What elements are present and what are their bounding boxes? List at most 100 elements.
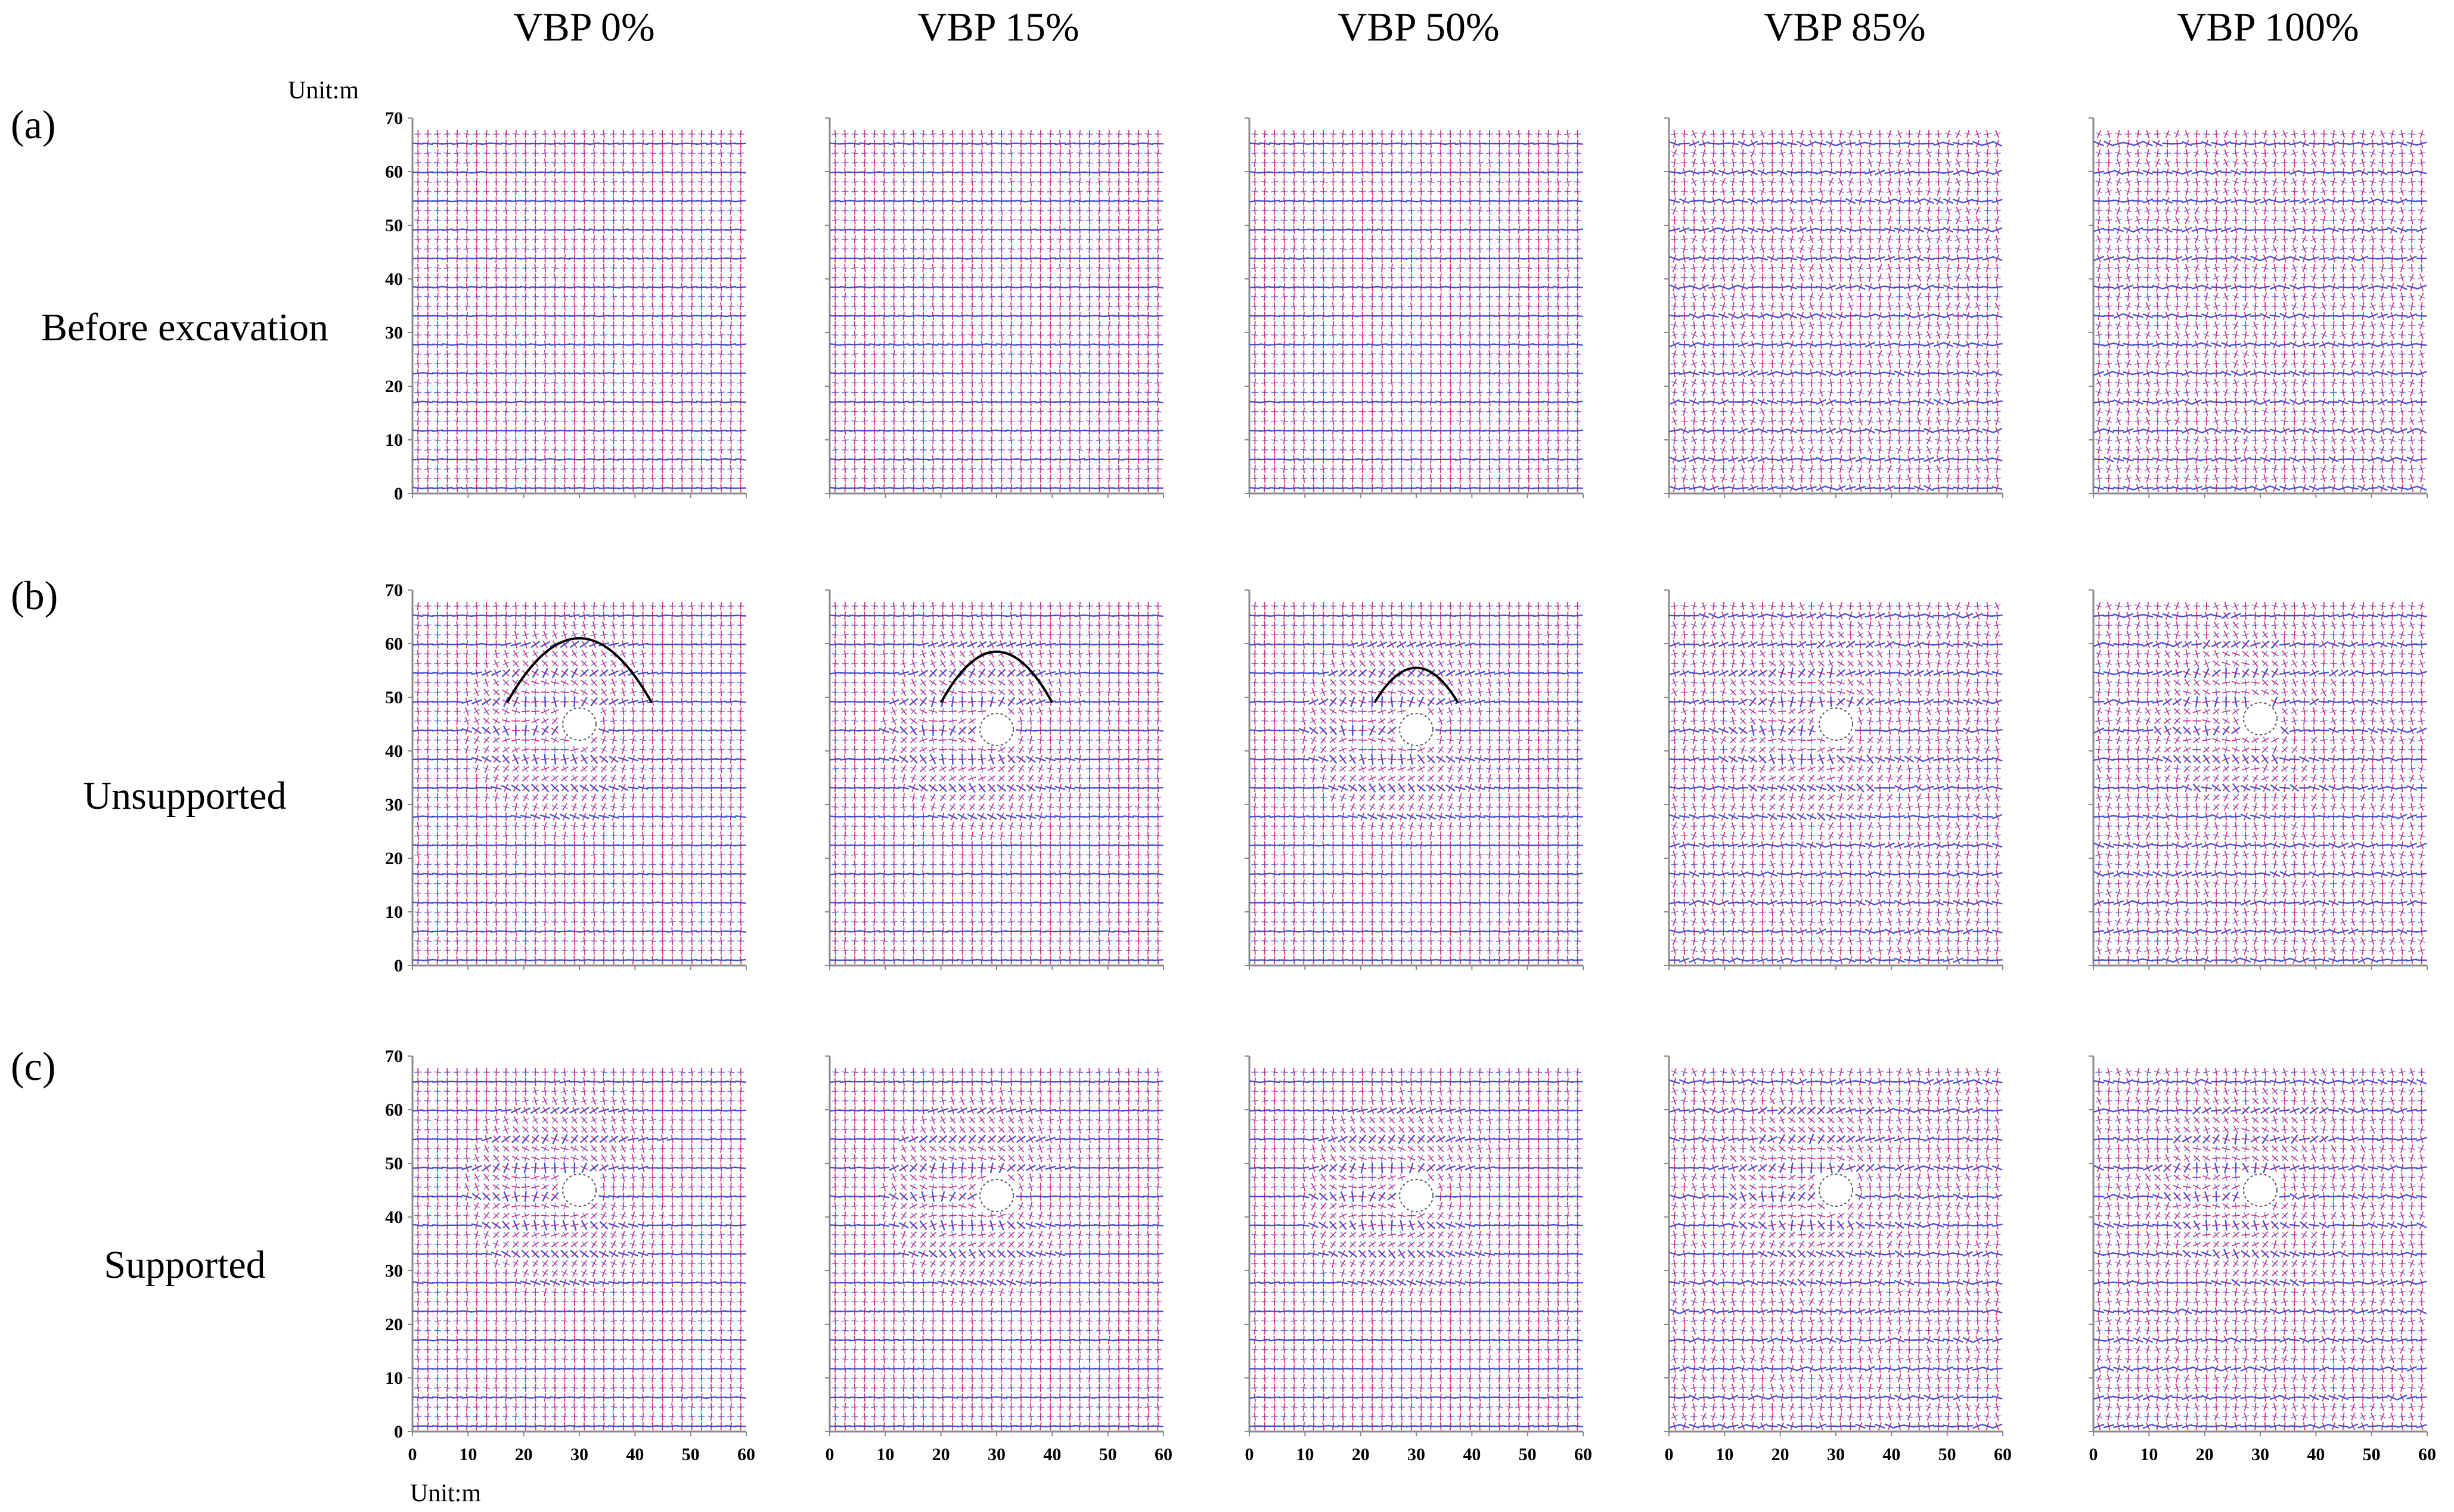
stress-mark-minor [929, 477, 937, 480]
stress-mark-minor [1085, 392, 1093, 393]
stress-mark-minor [598, 429, 610, 432]
stress-mark-minor [868, 486, 880, 490]
stress-mark-minor [949, 449, 957, 451]
stress-mark-minor [483, 392, 491, 393]
stress-mark-minor [929, 296, 937, 298]
stress-mark-minor [434, 133, 442, 135]
stress-mark-minor [978, 238, 986, 240]
stress-mark-minor [1027, 324, 1035, 327]
stress-mark-minor [1027, 306, 1035, 307]
stress-mark-minor [551, 305, 559, 307]
stress-mark-minor [900, 449, 908, 451]
stress-mark-minor [461, 228, 473, 231]
stress-mark-minor [424, 468, 432, 470]
stress-mark-minor [530, 458, 541, 461]
stress-mark-minor [698, 411, 706, 412]
stress-mark-minor [1045, 458, 1056, 461]
stress-mark-minor [1054, 171, 1066, 174]
stress-mark-minor [978, 191, 986, 193]
stress-mark-minor [1074, 228, 1085, 231]
stress-mark-minor [1037, 468, 1044, 470]
stress-mark-minor [879, 257, 890, 260]
stress-mark-minor [1035, 315, 1046, 317]
stress-mark-minor [608, 430, 619, 432]
stress-mark-minor [1064, 400, 1076, 403]
stress-mark-minor [1054, 429, 1066, 432]
stress-mark-minor [1007, 468, 1015, 470]
stress-mark-minor [491, 315, 502, 317]
stress-mark-minor [412, 257, 424, 260]
stress-mark-minor [735, 429, 746, 432]
stress-mark-minor [841, 277, 849, 278]
stress-mark-minor [839, 372, 851, 375]
stress-mark-minor [443, 468, 451, 470]
stress-mark-minor [649, 324, 657, 327]
stress-mark-minor [725, 429, 737, 432]
stress-mark-minor [958, 296, 966, 298]
stress-mark-minor [1056, 267, 1064, 269]
stress-mark-minor [708, 152, 715, 154]
stress-mark-minor [647, 314, 659, 318]
stress-mark-minor [1115, 411, 1123, 412]
stress-mark-minor [471, 257, 482, 260]
stress-mark-minor [666, 343, 678, 346]
stress-mark-minor [706, 142, 717, 145]
stress-mark-minor [639, 334, 647, 336]
stress-mark-minor [598, 228, 610, 231]
stress-mark-minor [666, 285, 678, 288]
stress-mark-minor [432, 229, 443, 231]
stress-mark-minor [598, 286, 610, 288]
stress-mark-minor [483, 210, 491, 212]
stress-mark-minor [1134, 191, 1142, 193]
stress-mark-minor [1025, 257, 1037, 260]
stress-mark-minor [539, 171, 551, 173]
stress-mark-minor [1074, 372, 1085, 375]
stress-mark-minor [910, 267, 917, 269]
stress-mark-minor [1015, 200, 1027, 203]
stress-mark-minor [549, 343, 561, 346]
stress-mark-minor [422, 343, 433, 346]
stress-mark-minor [968, 190, 976, 193]
stress-mark-minor [1007, 324, 1015, 327]
stress-mark-minor [471, 343, 482, 346]
stress-mark-minor [481, 142, 492, 145]
y-tick-label: 0 [394, 484, 403, 504]
stress-mark-minor [832, 449, 839, 451]
stress-mark-minor [1113, 171, 1125, 174]
stress-mark-minor [1017, 305, 1025, 308]
stress-mark-minor [737, 219, 744, 221]
stress-mark-minor [451, 400, 463, 403]
stress-mark-minor [1037, 449, 1044, 451]
stress-mark-minor [1143, 228, 1154, 231]
stress-mark-minor [861, 325, 868, 327]
stress-mark-minor [608, 458, 619, 461]
stress-mark-minor [422, 142, 433, 145]
stress-mark-minor [502, 411, 510, 412]
stress-mark-minor [688, 277, 696, 278]
stress-mark-minor [861, 191, 868, 193]
stress-mark-minor [725, 458, 737, 461]
stress-mark-minor [988, 305, 995, 307]
stress-mark-minor [510, 430, 522, 432]
stress-mark-minor [1006, 429, 1017, 432]
stress-mark-minor [841, 468, 849, 470]
stress-mark-minor [957, 429, 968, 432]
stress-mark-minor [590, 238, 598, 240]
stress-mark-minor [1154, 411, 1162, 412]
stress-mark-minor [996, 343, 1007, 346]
stress-mark-minor [492, 210, 500, 212]
stress-mark-minor [727, 305, 735, 307]
stress-mark-minor [442, 200, 453, 203]
stress-mark-minor [600, 238, 608, 240]
stress-mark-minor [1133, 343, 1144, 346]
stress-mark-minor [688, 238, 696, 240]
stress-mark-minor [600, 411, 608, 412]
stress-mark-minor [668, 210, 676, 212]
stress-mark-minor [434, 353, 442, 355]
stress-mark-minor [919, 468, 927, 470]
stress-mark-minor [618, 142, 629, 145]
stress-mark-minor [581, 468, 588, 470]
stress-mark-minor [473, 468, 480, 470]
stress-mark-minor [512, 334, 520, 336]
stress-mark-minor [1134, 353, 1142, 355]
